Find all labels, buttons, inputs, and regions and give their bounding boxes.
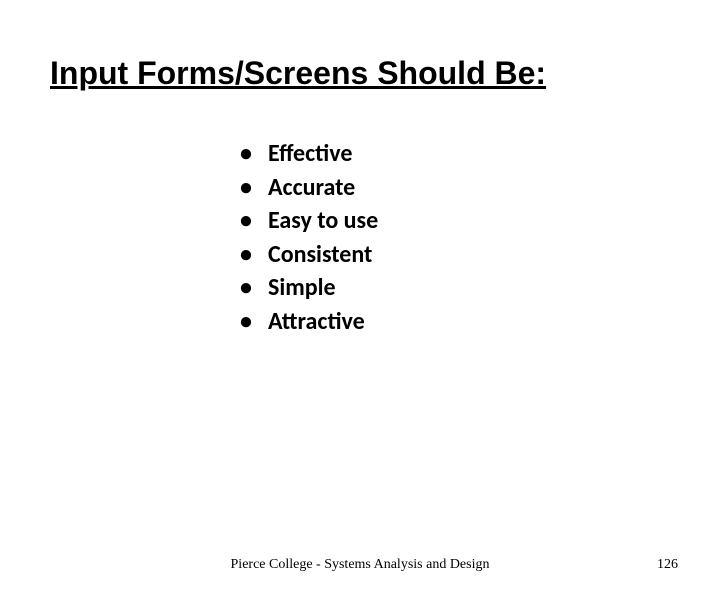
list-item: Effective — [240, 137, 720, 171]
footer: Pierce College - Systems Analysis and De… — [0, 555, 720, 573]
footer-text: Pierce College - Systems Analysis and De… — [231, 557, 490, 572]
list-item: Attractive — [240, 305, 720, 339]
bullet-list: Effective Accurate Easy to use Consisten… — [240, 137, 720, 339]
list-item: Consistent — [240, 238, 720, 272]
list-item: Accurate — [240, 171, 720, 205]
list-item: Easy to use — [240, 204, 720, 238]
page-number: 126 — [657, 557, 678, 573]
slide-title: Input Forms/Screens Should Be: — [50, 55, 720, 92]
list-item: Simple — [240, 271, 720, 305]
